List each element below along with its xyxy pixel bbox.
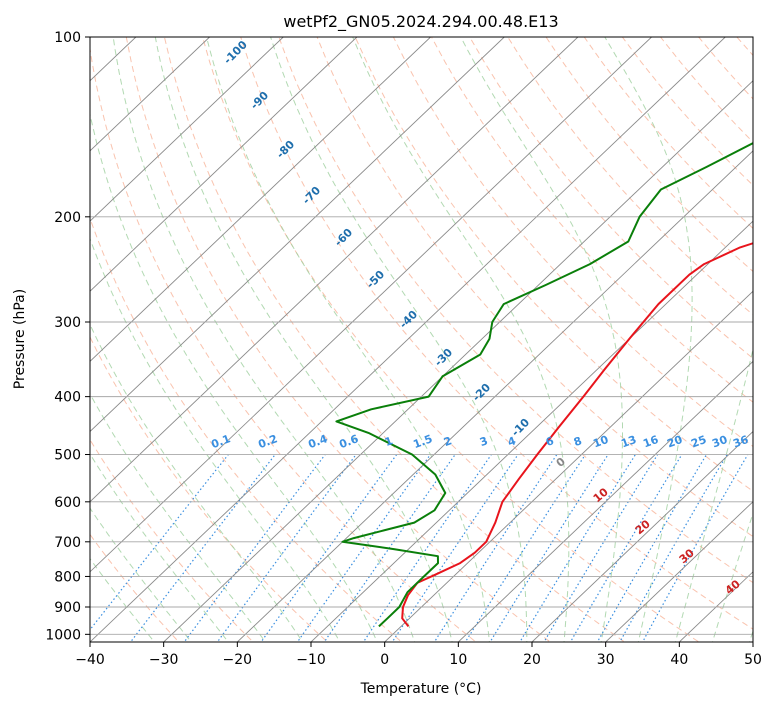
x-tick-label: −40 [75, 652, 105, 668]
y-tick-label: 500 [54, 448, 81, 464]
y-tick-label: 200 [54, 210, 81, 226]
x-tick-label: 10 [449, 652, 467, 668]
y-tick-label: 600 [54, 495, 81, 511]
y-tick-label: 100 [54, 30, 81, 46]
x-tick-label: −20 [223, 652, 253, 668]
y-tick-label: 700 [54, 535, 81, 551]
x-tick-label: 20 [523, 652, 541, 668]
x-tick-label: 50 [744, 652, 762, 668]
x-axis-label: Temperature (°C) [360, 681, 482, 697]
x-tick-label: 40 [670, 652, 688, 668]
chart-title: wetPf2_GN05.2024.294.00.48.E13 [283, 12, 558, 32]
y-tick-label: 1000 [45, 627, 81, 643]
x-tick-label: −30 [149, 652, 179, 668]
y-axis-label: Pressure (hPa) [12, 289, 28, 389]
y-tick-label: 900 [54, 600, 81, 616]
y-tick-label: 300 [54, 315, 81, 331]
y-tick-label: 800 [54, 569, 81, 585]
x-tick-label: 30 [597, 652, 615, 668]
y-tick-label: 400 [54, 390, 81, 406]
x-tick-label: 0 [380, 652, 389, 668]
x-tick-label: −10 [296, 652, 326, 668]
